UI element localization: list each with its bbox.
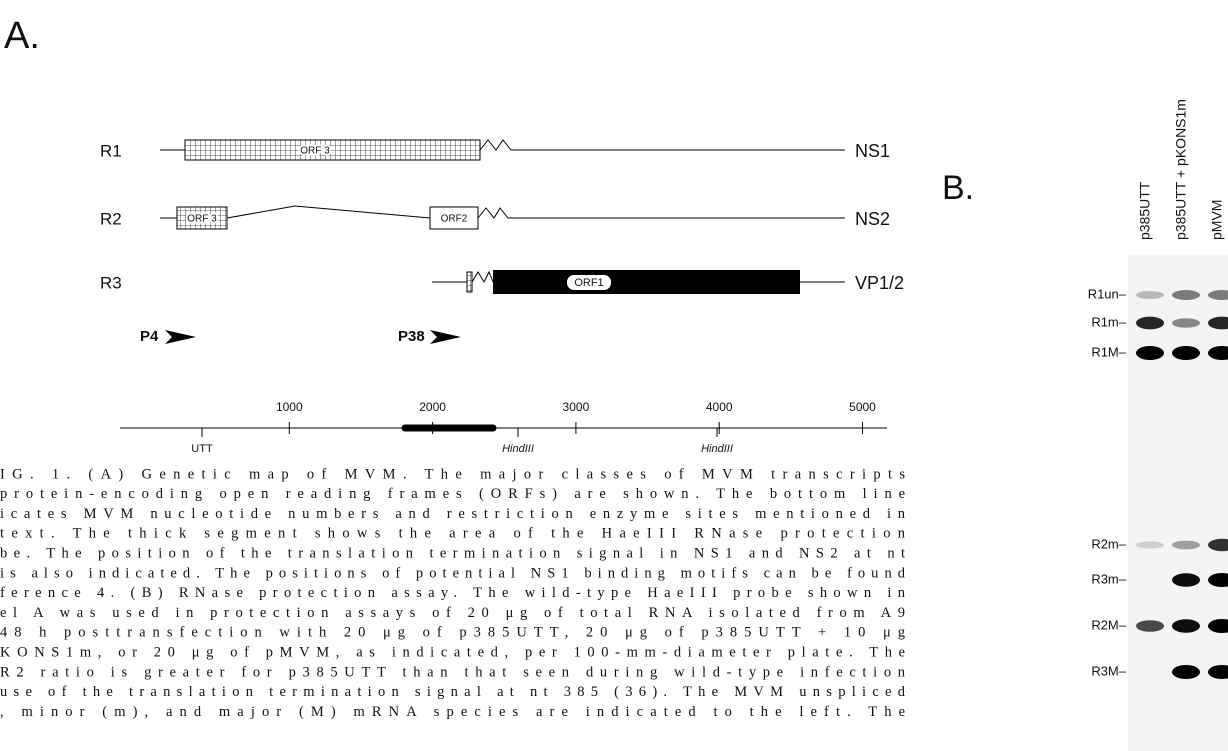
site-label: UTT bbox=[191, 443, 213, 455]
promoter: P4 bbox=[140, 328, 159, 345]
tick-label: 5000 bbox=[849, 400, 876, 414]
caption-line: 48 h posttransfection with 20 μg of p385… bbox=[0, 625, 905, 641]
caption-line: KONS1m, or 20 μg of pMVM, as indicated, … bbox=[0, 645, 905, 661]
orf-box bbox=[185, 140, 480, 160]
promoter-arrow bbox=[165, 330, 196, 344]
tick-label: 1000 bbox=[276, 400, 303, 414]
caption-line: ference 4. (B) RNase protection assay. T… bbox=[0, 585, 906, 601]
band bbox=[1172, 318, 1200, 328]
site-label: HindIII bbox=[502, 443, 534, 455]
caption-line: IG. 1. (A) Genetic map of MVM. The major… bbox=[0, 466, 905, 482]
band-label: R1un– bbox=[1088, 286, 1127, 301]
caption-line: protein-encoding open reading frames (OR… bbox=[0, 486, 905, 502]
caption-line: , minor (m), and major (M) mRNA species … bbox=[0, 704, 905, 720]
panel-label: B. bbox=[942, 169, 974, 207]
orf-label: ORF 3 bbox=[187, 214, 217, 225]
band-label: R2M– bbox=[1091, 617, 1126, 632]
lane-label: p385UTT bbox=[1137, 181, 1153, 240]
splice bbox=[478, 208, 845, 218]
caption-line: text. The thick segment shows the area o… bbox=[0, 526, 906, 542]
promoter: P38 bbox=[398, 328, 425, 345]
band bbox=[1172, 665, 1200, 679]
band bbox=[1136, 317, 1164, 330]
band bbox=[1172, 290, 1200, 300]
band bbox=[1172, 573, 1200, 587]
figure: A. R1 ORF 3 NS1 R2 ORF 3 ORF2 NS2 R3 ORF… bbox=[0, 0, 1228, 751]
gel: R1un– R1m– R1M– R2m– R3m– R2M– R3M– bbox=[1088, 255, 1228, 751]
scale-axis: UTT HindIII HindIII 1000 2000 3000 4000 5000 bbox=[120, 400, 887, 455]
splice bbox=[480, 140, 845, 150]
band bbox=[1136, 291, 1164, 299]
intron-line bbox=[227, 206, 430, 218]
tick-label: 2000 bbox=[419, 400, 446, 414]
lane-labels: p385UTT p385UTT + pKONS1m pMVM bbox=[1137, 99, 1225, 240]
band bbox=[1172, 541, 1200, 550]
transcript-name: R2 bbox=[100, 209, 122, 228]
orf-label: ORF1 bbox=[574, 277, 603, 289]
page: {"panel_a":{"label":"A.","transcripts":[… bbox=[0, 0, 1228, 751]
lane-label: p385UTT + pKONS1m bbox=[1173, 99, 1189, 240]
band bbox=[1136, 620, 1164, 632]
tick-label: 3000 bbox=[563, 400, 590, 414]
orf-box bbox=[467, 272, 472, 292]
lane-label: pMVM bbox=[1209, 200, 1225, 240]
caption-line: is also indicated. The positions of pote… bbox=[0, 565, 906, 581]
band bbox=[1136, 346, 1164, 360]
panel-label: A. bbox=[4, 15, 40, 57]
band-label: R1m– bbox=[1091, 314, 1126, 329]
caption-line: use of the translation termination signa… bbox=[0, 684, 906, 700]
product: NS1 bbox=[855, 141, 890, 161]
caption-line: icates MVM nucleotide numbers and restri… bbox=[0, 506, 906, 522]
caption-line: el A was used in protection assays of 20… bbox=[0, 605, 905, 621]
band bbox=[1172, 619, 1200, 633]
caption-line: be. The position of the translation term… bbox=[0, 546, 905, 562]
orf-box bbox=[493, 270, 800, 294]
band-label: R3M– bbox=[1091, 663, 1126, 678]
promoter-arrow bbox=[430, 330, 461, 344]
band-label: R1M– bbox=[1091, 344, 1126, 359]
band-label: R2m– bbox=[1091, 536, 1126, 551]
caption: IG. 1. (A) Genetic map of MVM. The major… bbox=[0, 466, 906, 720]
site-label: HindIII bbox=[701, 443, 733, 455]
splice bbox=[472, 272, 493, 282]
band-label: R3m– bbox=[1091, 571, 1126, 586]
orf-label: ORF2 bbox=[441, 214, 468, 225]
band bbox=[1136, 541, 1164, 548]
orf-label: ORF 3 bbox=[300, 146, 330, 157]
transcript-name: R1 bbox=[100, 141, 122, 160]
tick-label: 4000 bbox=[706, 400, 733, 414]
band bbox=[1172, 346, 1200, 360]
product: NS2 bbox=[855, 209, 890, 229]
transcript-name: R3 bbox=[100, 273, 122, 292]
product: VP1/2 bbox=[855, 273, 904, 293]
caption-line: R2 ratio is greater for p385UTT than tha… bbox=[0, 664, 906, 680]
